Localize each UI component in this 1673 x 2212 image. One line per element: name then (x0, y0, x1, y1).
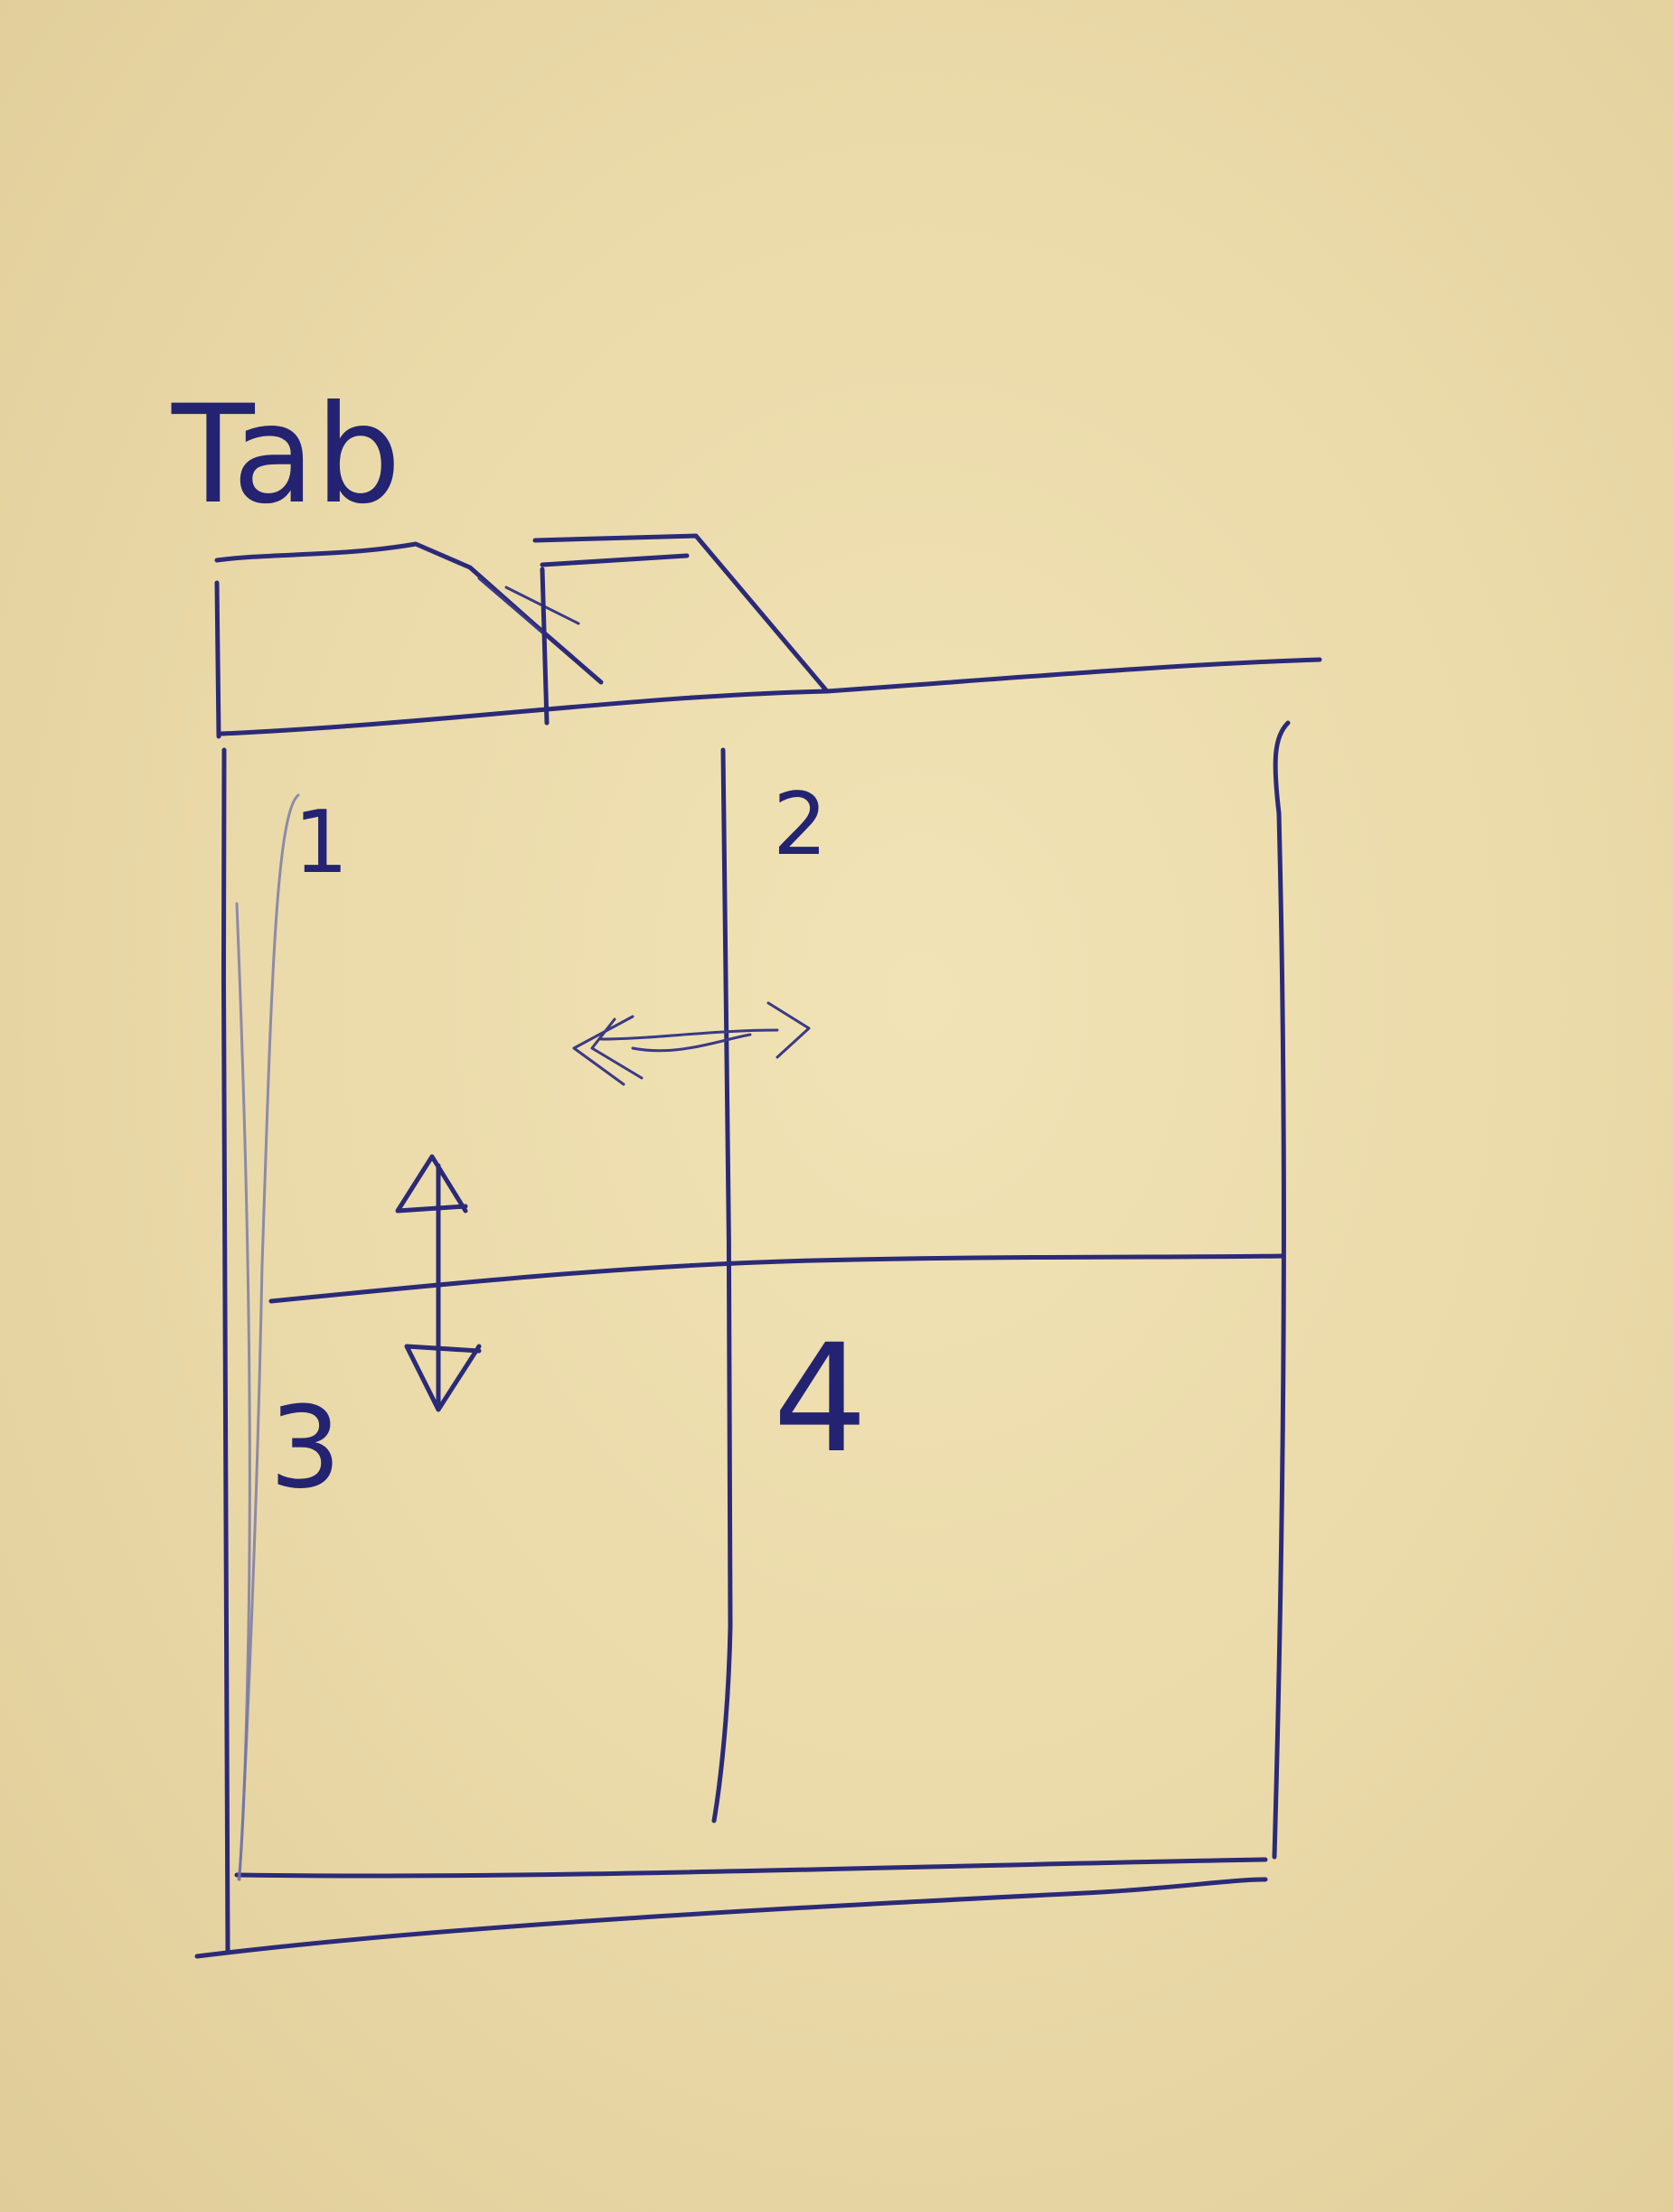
frame-bottom-edge (194, 1877, 1268, 1959)
horizontal-splitter[interactable] (268, 1253, 1286, 1304)
pane-label-4: 4 (773, 1312, 868, 1486)
tab-second[interactable] (532, 533, 830, 726)
tab-baseline (219, 657, 1322, 736)
frame-inner-bottom (234, 1857, 1268, 1879)
pane-label-1: 1 (294, 793, 348, 893)
double-arrow-vertical-icon (395, 1154, 482, 1412)
pane-label-2: 2 (773, 775, 827, 875)
frame-right-edge (1272, 720, 1291, 1860)
vertical-splitter[interactable] (711, 747, 733, 1823)
left-edge-scribble-2 (235, 902, 251, 1881)
tab-strip (214, 533, 1322, 739)
double-arrow-horizontal-icon (572, 1001, 811, 1086)
frame-left-edge (221, 747, 230, 1954)
tab-active[interactable] (214, 541, 604, 739)
tab-label: Tab (171, 377, 401, 534)
pane-label-3: 3 (269, 1382, 342, 1514)
content-frame (194, 720, 1291, 1959)
